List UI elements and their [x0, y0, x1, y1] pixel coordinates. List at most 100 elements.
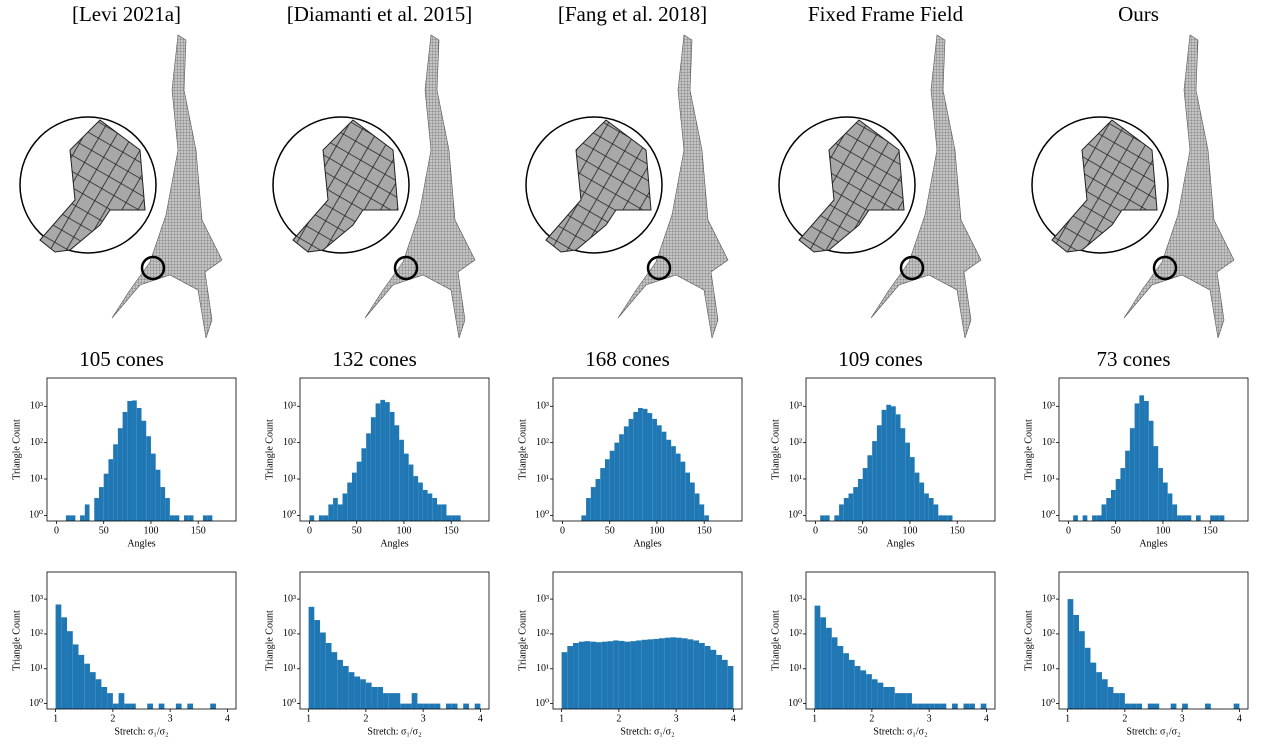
x-tick-label: 150 — [1203, 525, 1218, 536]
y-tick-label: 10³ — [283, 401, 296, 412]
y-tick-label: 10³ — [283, 593, 296, 604]
bar — [338, 504, 343, 521]
bar — [878, 683, 884, 709]
bar — [385, 402, 390, 521]
cone-count: 168 cones — [585, 347, 670, 371]
bar — [99, 487, 104, 521]
y-tick-label: 10² — [536, 628, 549, 639]
bar — [648, 413, 653, 521]
x-tick-label: 2 — [616, 713, 621, 724]
bar — [187, 704, 193, 709]
bar — [66, 515, 71, 521]
y-axis-label: Triangle Count — [770, 610, 781, 671]
bar — [844, 498, 849, 521]
bar — [665, 638, 671, 709]
bar — [866, 674, 872, 709]
bar — [849, 493, 854, 521]
bar — [1171, 704, 1177, 709]
bar — [905, 443, 910, 521]
bar — [722, 660, 728, 709]
bar — [1091, 663, 1097, 709]
bar — [156, 470, 161, 521]
bar — [938, 515, 943, 521]
y-tick-label: 10¹ — [536, 473, 549, 484]
bar — [118, 428, 123, 521]
bar — [1085, 648, 1091, 709]
bar — [1149, 421, 1154, 521]
bar — [948, 515, 953, 521]
bar — [423, 490, 428, 521]
x-axis-label: Stretch: σ₁/σ₂ — [114, 726, 168, 737]
x-axis-label: Angles — [886, 538, 914, 549]
bar — [361, 448, 366, 521]
bar — [676, 638, 682, 709]
y-tick-label: 10¹ — [1042, 663, 1055, 674]
y-tick-label: 10¹ — [30, 663, 43, 674]
bar — [309, 607, 315, 709]
y-tick-label: 10⁰ — [788, 510, 802, 521]
bar — [390, 412, 395, 521]
bar — [170, 515, 175, 521]
bar — [924, 493, 929, 521]
bar — [666, 440, 671, 521]
bar — [383, 693, 389, 709]
bar — [463, 704, 469, 709]
column-title: Fixed Frame Field — [808, 2, 964, 26]
bar — [815, 606, 821, 709]
bar — [451, 515, 456, 521]
bar — [605, 459, 610, 521]
bar — [371, 417, 376, 521]
bar — [96, 679, 102, 709]
bar — [1158, 468, 1163, 521]
bar — [119, 693, 125, 709]
bar — [901, 693, 907, 709]
x-axis-label: Angles — [380, 538, 408, 549]
bar — [1073, 515, 1078, 521]
mesh-render — [526, 35, 728, 338]
x-tick-label: 150 — [444, 525, 459, 536]
y-tick-label: 10¹ — [789, 663, 802, 674]
bar — [146, 436, 151, 521]
x-tick-label: 4 — [731, 713, 736, 724]
bar — [1116, 479, 1121, 521]
bar — [943, 515, 948, 521]
bar — [418, 483, 423, 521]
bar — [360, 679, 366, 709]
bar — [104, 474, 109, 521]
bar — [389, 693, 395, 709]
bar — [428, 493, 433, 521]
bar — [630, 641, 636, 709]
bar — [437, 504, 442, 521]
y-tick-label: 10³ — [789, 593, 802, 604]
y-tick-label: 10³ — [789, 401, 802, 412]
x-tick-label: 3 — [168, 713, 173, 724]
bar — [642, 640, 648, 709]
bar — [101, 687, 107, 709]
bar — [567, 646, 573, 709]
bar — [585, 641, 591, 709]
bar — [643, 409, 648, 521]
y-tick-label: 10⁰ — [29, 510, 43, 521]
bar — [142, 421, 147, 521]
bar — [1187, 515, 1192, 521]
y-axis-label: Triangle Count — [11, 610, 22, 671]
bar — [624, 426, 629, 521]
histogram: 10⁰10¹10²10³1234Stretch: σ₁/σ₂Triangle C… — [517, 572, 742, 737]
bar — [1139, 395, 1144, 521]
bar — [934, 504, 939, 521]
bar — [826, 628, 832, 709]
bar — [600, 468, 605, 521]
y-tick-label: 10⁰ — [29, 698, 43, 709]
bar — [705, 646, 711, 709]
bar — [969, 704, 975, 709]
y-tick-label: 10⁰ — [535, 698, 549, 709]
bar — [347, 483, 352, 521]
bar — [619, 641, 625, 709]
bar — [354, 676, 360, 709]
bar — [324, 515, 329, 521]
y-tick-label: 10² — [789, 628, 802, 639]
x-tick-label: 150 — [697, 525, 712, 536]
bar — [872, 679, 878, 709]
